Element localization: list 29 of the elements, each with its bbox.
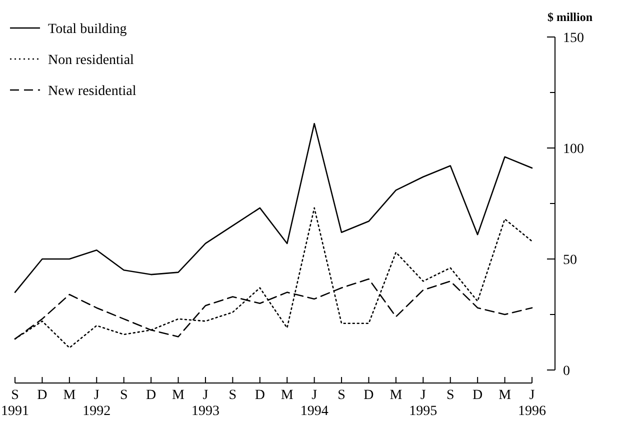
y-axis-title: $ million xyxy=(547,10,593,24)
y-tick-label: 100 xyxy=(563,142,584,157)
x-tick-label: J 1993 xyxy=(191,388,220,419)
x-tick-label: D xyxy=(364,388,374,403)
x-tick-label: M xyxy=(498,388,512,403)
line-series xyxy=(14,122,533,293)
x-tick-label: D xyxy=(472,388,483,403)
x-tick-label: S xyxy=(120,388,128,403)
legend-label: Non residential xyxy=(48,52,134,68)
x-tick-label: M xyxy=(280,388,294,403)
x-tick-label: J 1992 xyxy=(82,388,111,419)
x-tick-label: M xyxy=(390,388,403,403)
x-tick-label: D xyxy=(254,388,265,403)
x-tick-label: S xyxy=(338,388,346,403)
x-tick-label: S xyxy=(446,388,454,403)
legend-label: Total building xyxy=(48,22,127,37)
x-tick-label: J 1994 xyxy=(300,388,328,419)
legend-label: New residential xyxy=(48,84,136,99)
y-tick-label: 50 xyxy=(563,252,577,268)
x-tick-label: J 1996 xyxy=(518,388,546,419)
y-tick-label: 150 xyxy=(563,30,584,46)
x-tick-label: D xyxy=(146,388,156,403)
x-tick-label: S xyxy=(228,388,237,403)
x-tick-label: D xyxy=(37,388,48,403)
y-tick-label: 0 xyxy=(563,364,570,379)
x-tick-label: M xyxy=(172,388,186,403)
x-tick-label: J 1995 xyxy=(409,388,438,419)
x-tick-label: S 1991 xyxy=(1,388,29,419)
x-tick-label: M xyxy=(63,388,76,403)
